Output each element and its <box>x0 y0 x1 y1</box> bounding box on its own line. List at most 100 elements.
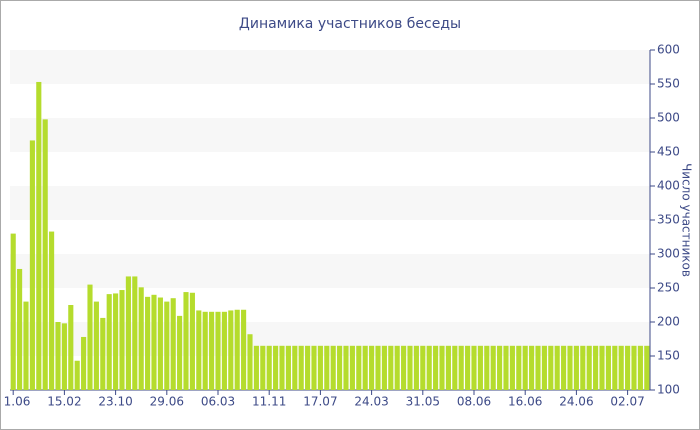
bar <box>593 345 599 390</box>
bar <box>644 345 650 390</box>
x-tick-label: 06.03 <box>201 395 235 409</box>
bar <box>305 345 311 390</box>
bar <box>375 345 381 390</box>
bar <box>273 345 279 390</box>
x-tick-label: 17.07 <box>303 395 337 409</box>
bar <box>394 345 400 390</box>
bar <box>215 311 221 390</box>
bar <box>529 345 535 390</box>
bar <box>522 345 528 390</box>
bar <box>292 345 298 390</box>
bar <box>196 310 202 390</box>
x-tick-label: 24.03 <box>354 395 388 409</box>
bar <box>324 345 330 390</box>
bar <box>337 345 343 390</box>
bar <box>55 322 61 390</box>
y-tick-label: 350 <box>657 213 680 227</box>
x-tick-label: 16.06 <box>508 395 542 409</box>
y-tick-label: 250 <box>657 281 680 295</box>
bar <box>125 276 131 390</box>
x-tick-label: 24.06 <box>559 395 593 409</box>
bar <box>465 345 471 390</box>
bar <box>516 345 522 390</box>
bar <box>362 345 368 390</box>
bar <box>573 345 579 390</box>
bar <box>177 315 183 390</box>
bar <box>317 345 323 390</box>
x-tick-label: 29.06 <box>150 395 184 409</box>
bar <box>36 81 42 391</box>
chart-title: Динамика участников беседы <box>239 16 461 32</box>
bar <box>119 290 125 390</box>
bar <box>445 345 451 390</box>
bar <box>381 345 387 390</box>
x-tick-label: 15.02 <box>47 395 81 409</box>
bar <box>452 345 458 390</box>
bar <box>10 233 16 390</box>
y-tick-label: 400 <box>657 179 680 193</box>
bar <box>548 345 554 390</box>
bar <box>247 334 253 390</box>
bar <box>503 345 509 390</box>
bar <box>145 296 151 390</box>
y-tick-label: 500 <box>657 111 680 125</box>
bar <box>586 345 592 390</box>
bar <box>157 297 163 390</box>
bar <box>490 345 496 390</box>
bar <box>509 345 515 390</box>
y-tick-label: 600 <box>657 43 680 57</box>
y-tick-label: 450 <box>657 145 680 159</box>
bar <box>266 345 272 390</box>
bar <box>68 305 74 390</box>
bar <box>471 345 477 390</box>
bar <box>497 345 503 390</box>
bar <box>458 345 464 390</box>
bar <box>279 345 285 390</box>
bar <box>17 268 23 390</box>
bar <box>599 345 605 390</box>
x-tick-label: 31.05 <box>406 395 440 409</box>
grid-band <box>10 186 650 220</box>
bar <box>631 345 637 390</box>
bar <box>637 345 643 390</box>
bar <box>484 345 490 390</box>
bar <box>151 294 157 390</box>
bar <box>100 317 106 390</box>
bar <box>253 345 259 390</box>
bar <box>285 345 291 390</box>
bar <box>189 292 195 390</box>
bar <box>401 345 407 390</box>
bar <box>23 301 29 390</box>
y-tick-label: 550 <box>657 77 680 91</box>
bar <box>541 345 547 390</box>
y-tick-label: 300 <box>657 247 680 261</box>
bar <box>106 294 112 390</box>
grid-band <box>10 118 650 152</box>
bar <box>535 345 541 390</box>
bar <box>228 310 234 390</box>
bar <box>561 345 567 390</box>
y-tick-label: 150 <box>657 349 680 363</box>
bar <box>433 345 439 390</box>
bar <box>49 231 55 390</box>
bar <box>330 345 336 390</box>
bar <box>356 345 362 390</box>
x-tick-label: 23.10 <box>98 395 132 409</box>
bar <box>93 301 99 390</box>
y-tick-label: 100 <box>657 383 680 397</box>
y-axis-label: Число участников <box>680 163 694 277</box>
grid-band <box>10 322 650 356</box>
y-tick-label: 200 <box>657 315 680 329</box>
bar <box>29 140 35 390</box>
bar <box>439 345 445 390</box>
bar <box>74 360 80 390</box>
bar <box>567 345 573 390</box>
grid-band <box>10 254 650 288</box>
bar <box>580 345 586 390</box>
bar <box>234 309 240 390</box>
bar <box>221 311 227 390</box>
bar <box>554 345 560 390</box>
bar <box>618 345 624 390</box>
bar <box>81 336 87 390</box>
